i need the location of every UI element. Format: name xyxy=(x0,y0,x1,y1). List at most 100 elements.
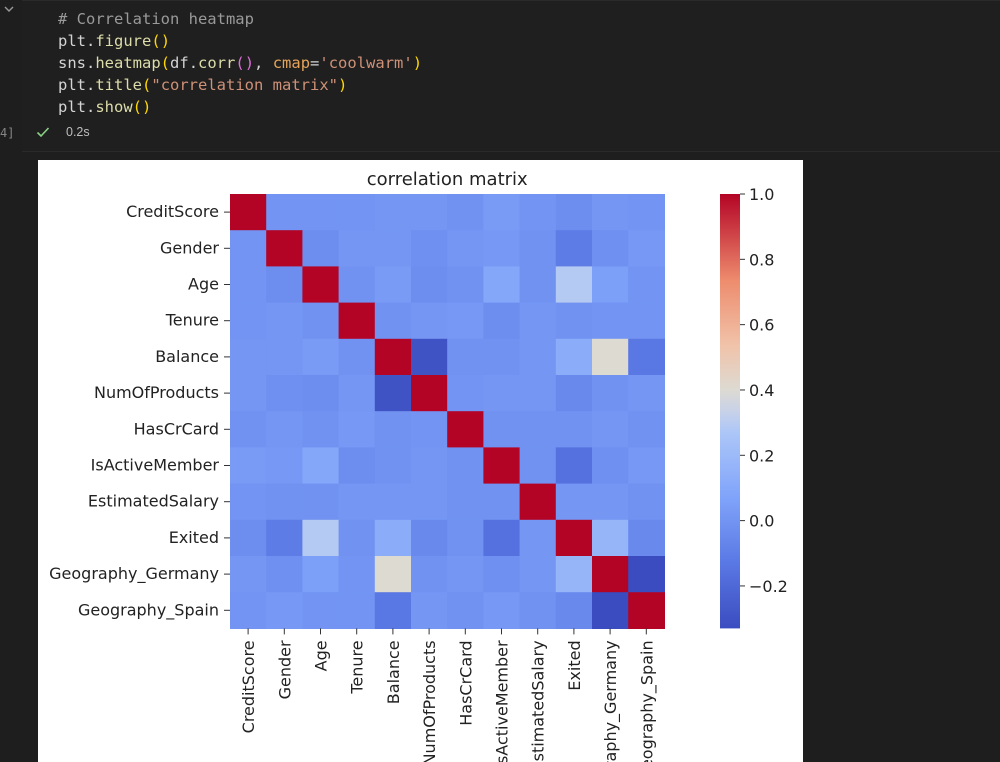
x-tick-label: CreditScore xyxy=(239,640,258,733)
y-tick-label: NumOfProducts xyxy=(94,383,219,402)
heatmap-cell-5-3 xyxy=(338,375,376,412)
heatmap-cell-10-7 xyxy=(483,556,521,593)
heatmap-cell-0-11 xyxy=(628,194,665,231)
heatmap-cell-4-3 xyxy=(338,338,376,376)
heatmap-cell-11-5 xyxy=(411,592,448,629)
x-tick-label: sActiveMember xyxy=(493,640,512,762)
heatmap-cell-4-4 xyxy=(374,338,412,376)
heatmap-cell-9-10 xyxy=(592,519,629,557)
heatmap-cell-3-9 xyxy=(555,302,593,340)
heatmap-cell-4-8 xyxy=(519,338,557,376)
heatmap-cell-2-0 xyxy=(230,266,267,304)
heatmap-cell-6-2 xyxy=(302,411,340,448)
heatmap-cell-10-1 xyxy=(266,556,303,593)
heatmap-cell-2-10 xyxy=(592,266,629,304)
heatmap-cell-4-0 xyxy=(230,338,267,376)
x-tick-label: NumOfProducts xyxy=(420,640,439,762)
heatmap-cell-11-8 xyxy=(519,592,557,629)
heatmap-cell-5-7 xyxy=(483,375,521,412)
heatmap-cell-7-11 xyxy=(628,447,665,485)
heatmap-cell-5-9 xyxy=(555,375,593,412)
y-tick-label: Geography_Germany xyxy=(49,564,219,584)
heatmap-cell-8-1 xyxy=(266,483,303,521)
heatmap-cell-7-9 xyxy=(555,447,593,485)
heatmap-cell-6-5 xyxy=(411,411,448,448)
heatmap-cell-11-11 xyxy=(628,592,665,629)
heatmap-cell-5-1 xyxy=(266,375,303,412)
heatmap-cell-5-10 xyxy=(592,375,629,412)
heatmap-cell-9-4 xyxy=(374,519,412,557)
heatmap-cell-4-1 xyxy=(266,338,303,376)
heatmap-cell-4-5 xyxy=(411,338,448,376)
heatmap-cell-7-8 xyxy=(519,447,557,485)
heatmap-cell-10-5 xyxy=(411,556,448,593)
heatmap-cell-7-7 xyxy=(483,447,521,485)
heatmap-cell-8-7 xyxy=(483,483,521,521)
x-tick-labels: CreditScore Gender Age Tenure Balance NumOfPr… xyxy=(239,628,657,762)
heatmap-cell-8-4 xyxy=(374,483,412,521)
heatmap-cell-2-7 xyxy=(483,266,521,304)
x-tick-label: Age xyxy=(312,640,331,671)
heatmap-cell-6-6 xyxy=(447,411,484,448)
y-tick-label: Age xyxy=(188,275,219,294)
heatmap-cell-11-1 xyxy=(266,592,303,629)
heatmap-cell-3-7 xyxy=(483,302,521,340)
heatmap-cell-2-9 xyxy=(555,266,593,304)
x-tick-label: Balance xyxy=(384,640,403,704)
heatmap-cell-10-9 xyxy=(555,556,593,593)
heatmap-cell-1-6 xyxy=(447,230,484,267)
heatmap-cell-5-6 xyxy=(447,375,484,412)
chart-title: correlation matrix xyxy=(367,169,528,190)
heatmap-cell-0-1 xyxy=(266,194,303,231)
heatmap-cell-7-4 xyxy=(374,447,412,485)
heatmap-cell-7-6 xyxy=(447,447,484,485)
heatmap-cell-10-11 xyxy=(628,556,665,593)
heatmap-cell-11-2 xyxy=(302,592,340,629)
x-tick-label: stimatedSalary xyxy=(529,640,548,761)
heatmap-cell-6-9 xyxy=(555,411,593,448)
execution-count: 4] xyxy=(0,126,15,140)
heatmap-cell-3-3 xyxy=(338,302,376,340)
x-tick-label: Exited xyxy=(565,640,584,690)
heatmap-cell-1-10 xyxy=(592,230,629,267)
heatmap-cell-4-10 xyxy=(592,338,629,376)
heatmap-cell-1-9 xyxy=(555,230,593,267)
heatmap-cell-4-11 xyxy=(628,338,665,376)
code-cell[interactable]: # Correlation heatmap plt.figure() sns.h… xyxy=(22,0,1000,152)
success-check-icon xyxy=(36,127,50,138)
execution-time: 0.2s xyxy=(66,125,90,139)
x-tick-label: Tenure xyxy=(348,640,367,694)
heatmap-cell-7-2 xyxy=(302,447,340,485)
heatmap-cell-7-5 xyxy=(411,447,448,485)
chevron-down-icon[interactable] xyxy=(2,2,16,16)
heatmap-cell-11-4 xyxy=(374,592,412,629)
heatmap-cell-2-2 xyxy=(302,266,340,304)
y-tick-labels: CreditScore Gender Age Tenure Balance NumOfPr… xyxy=(49,202,230,620)
heatmap-cell-9-5 xyxy=(411,519,448,557)
heatmap-output: correlation matrix CreditScore Gender Age T… xyxy=(38,160,803,762)
heatmap-cell-8-8 xyxy=(519,483,557,521)
heatmap-cell-11-3 xyxy=(338,592,376,629)
heatmap-cell-5-8 xyxy=(519,375,557,412)
heatmap-cell-1-1 xyxy=(266,230,303,267)
code-editor[interactable]: # Correlation heatmap plt.figure() sns.h… xyxy=(58,8,422,118)
colorbar-tick-label: −0.2 xyxy=(749,577,788,596)
y-tick-label: EstimatedSalary xyxy=(88,492,219,511)
heatmap-cell-1-3 xyxy=(338,230,376,267)
heatmap-cell-3-11 xyxy=(628,302,665,340)
code-line-1: # Correlation heatmap xyxy=(58,10,254,28)
heatmap-cell-10-8 xyxy=(519,556,557,593)
heatmap-cell-3-10 xyxy=(592,302,629,340)
heatmap-cell-9-8 xyxy=(519,519,557,557)
heatmap-cell-5-11 xyxy=(628,375,665,412)
heatmap-cell-11-9 xyxy=(555,592,593,629)
heatmap-cell-0-2 xyxy=(302,194,340,231)
heatmap-cell-8-5 xyxy=(411,483,448,521)
heatmap-cell-7-10 xyxy=(592,447,629,485)
heatmap-cells xyxy=(230,194,665,629)
heatmap-cell-0-10 xyxy=(592,194,629,231)
heatmap-cell-3-2 xyxy=(302,302,340,340)
heatmap-cell-5-2 xyxy=(302,375,340,412)
heatmap-cell-10-2 xyxy=(302,556,340,593)
heatmap-cell-6-7 xyxy=(483,411,521,448)
